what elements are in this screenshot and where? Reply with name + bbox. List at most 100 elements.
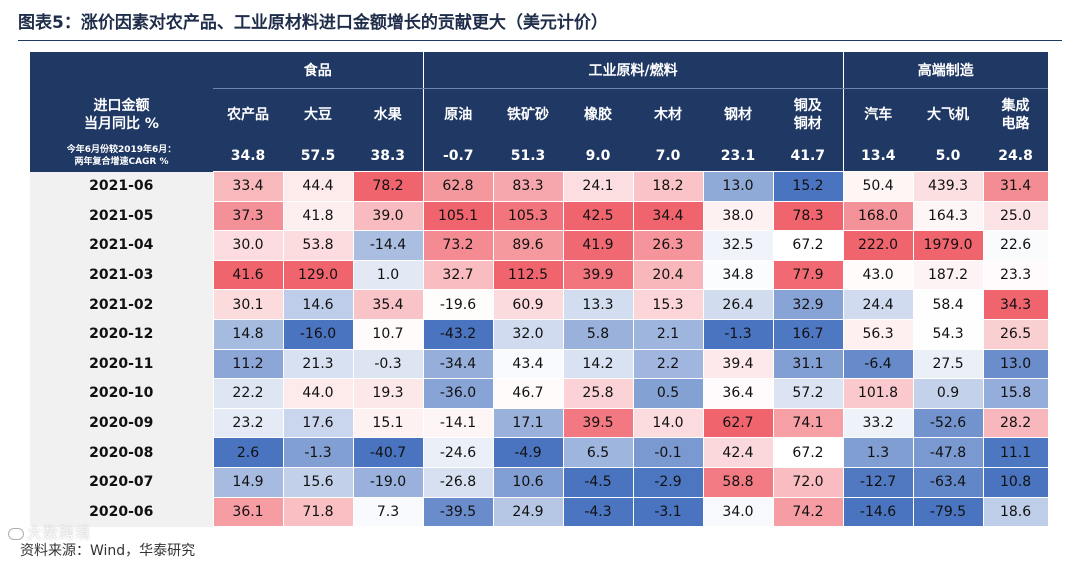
heat-cell: 71.8 bbox=[282, 496, 354, 528]
heat-cell: 73.2 bbox=[422, 230, 494, 261]
watermark-icon bbox=[8, 527, 24, 540]
heat-cell: 105.3 bbox=[492, 200, 564, 232]
heat-cell: 23.3 bbox=[982, 259, 1049, 291]
heat-cell: 44.4 bbox=[282, 171, 354, 202]
heat-cell: 35.4 bbox=[352, 289, 424, 320]
heat-cell: -40.7 bbox=[352, 437, 424, 468]
heat-cell: -26.8 bbox=[422, 466, 494, 498]
heat-cell: 101.8 bbox=[842, 378, 914, 409]
heat-cell: 54.3 bbox=[912, 318, 984, 350]
column-header-line: 铜及 bbox=[793, 98, 822, 114]
heat-cell: 105.1 bbox=[422, 200, 494, 232]
row-date: 2020-12 bbox=[30, 319, 213, 350]
heat-cell: 10.7 bbox=[352, 318, 424, 350]
heat-cell: 46.7 bbox=[492, 378, 564, 409]
heat-cell: 25.0 bbox=[982, 200, 1049, 232]
row-date: 2021-02 bbox=[30, 289, 213, 320]
table-row: 2021-03 41.6 129.0 1.0 32.7 112.5 39.9 20.4 34.8… bbox=[30, 259, 1049, 291]
heat-cell: 32.9 bbox=[772, 289, 844, 320]
heat-cell: 41.8 bbox=[282, 200, 354, 232]
heat-cell: 168.0 bbox=[842, 200, 914, 232]
group-header-row: 食品 工业原料/燃料 高端制造 bbox=[30, 52, 1049, 89]
heat-cell: 31.4 bbox=[982, 171, 1049, 202]
column-header: 钢材 bbox=[703, 88, 773, 141]
cagr-label-line-1: 今年6月份较2019年6月： bbox=[66, 145, 177, 156]
heat-cell: 17.6 bbox=[282, 407, 354, 439]
heat-cell: -4.9 bbox=[492, 437, 564, 468]
heat-cell: 164.3 bbox=[912, 200, 984, 232]
heat-cell: -1.3 bbox=[282, 437, 354, 468]
row-date: 2020-10 bbox=[30, 378, 213, 409]
heat-cell: 22.2 bbox=[212, 378, 284, 409]
heat-cell: 39.5 bbox=[562, 407, 634, 439]
heat-cell: -0.3 bbox=[352, 348, 424, 380]
heat-cell: 72.0 bbox=[772, 466, 844, 498]
column-header: 汽车 bbox=[842, 88, 914, 141]
heat-cell: 41.6 bbox=[212, 259, 284, 291]
heat-cell: 14.9 bbox=[212, 466, 284, 498]
column-header: 铁矿砂 bbox=[493, 88, 563, 141]
heat-cell: 2.6 bbox=[212, 437, 284, 468]
heat-cell: 77.9 bbox=[772, 259, 844, 291]
cagr-label: 今年6月份较2019年6月： 两年复合增速CAGR % bbox=[30, 141, 213, 172]
heat-cell: 13.0 bbox=[702, 171, 774, 202]
heat-cell: 15.6 bbox=[282, 466, 354, 498]
heat-cell: 39.0 bbox=[352, 200, 424, 232]
column-header-line: 大豆 bbox=[304, 107, 332, 123]
cagr-value: 7.0 bbox=[633, 141, 703, 172]
heat-cell: 26.5 bbox=[982, 318, 1049, 350]
row-header-line-2: 当月同比 % bbox=[84, 115, 159, 132]
heat-cell: 53.8 bbox=[282, 230, 354, 261]
heat-cell: 38.0 bbox=[702, 200, 774, 232]
heat-cell: -19.6 bbox=[422, 289, 494, 320]
heat-cell: 28.2 bbox=[982, 407, 1049, 439]
heat-cell: 32.7 bbox=[422, 259, 494, 291]
heat-cell: 187.2 bbox=[912, 259, 984, 291]
table-row: 2020-12 14.8 -16.0 10.7 -43.2 32.0 5.8 2.1 -1.3 1… bbox=[30, 318, 1049, 350]
heat-cell: 39.9 bbox=[562, 259, 634, 291]
heat-cell: 78.3 bbox=[772, 200, 844, 232]
heat-cell: 34.4 bbox=[632, 200, 704, 232]
column-header-line: 钢材 bbox=[724, 107, 752, 123]
row-date: 2020-09 bbox=[30, 408, 213, 438]
heat-cell: -14.1 bbox=[422, 407, 494, 439]
table-row: 2020-06 36.1 71.8 7.3 -39.5 24.9 -4.3 -3.1 34.0 7… bbox=[30, 496, 1049, 528]
table-row: 2021-06 33.4 44.4 78.2 62.8 83.3 24.1 18.2 13.0 1… bbox=[30, 171, 1049, 202]
heat-cell: -1.3 bbox=[702, 318, 774, 350]
heat-cell: 34.0 bbox=[702, 496, 774, 528]
column-header-line: 水果 bbox=[373, 107, 402, 123]
heat-cell: 222.0 bbox=[842, 230, 914, 261]
heat-cell: 15.1 bbox=[352, 407, 424, 439]
heat-cell: -47.8 bbox=[912, 437, 984, 468]
heat-cell: 43.0 bbox=[842, 259, 914, 291]
column-header: 农产品 bbox=[213, 88, 283, 141]
heat-cell: 10.6 bbox=[492, 466, 564, 498]
cagr-value: 34.8 bbox=[213, 141, 283, 172]
column-header: 集成 电路 bbox=[983, 88, 1049, 141]
heat-cell: 1979.0 bbox=[912, 230, 984, 261]
heat-cell: -79.5 bbox=[912, 496, 984, 528]
heat-cell: 13.3 bbox=[562, 289, 634, 320]
heat-cell: 33.2 bbox=[842, 407, 914, 439]
column-header-line: 农产品 bbox=[227, 107, 269, 123]
heat-cell: -24.6 bbox=[422, 437, 494, 468]
heat-cell: 58.8 bbox=[702, 466, 774, 498]
heat-cell: -14.6 bbox=[842, 496, 914, 528]
heat-cell: 42.4 bbox=[702, 437, 774, 468]
column-header-line: 集成 bbox=[1001, 98, 1030, 114]
row-header-label: 进口金额 当月同比 % bbox=[30, 88, 213, 141]
heat-cell: 18.6 bbox=[982, 496, 1049, 528]
heat-cell: 74.1 bbox=[772, 407, 844, 439]
column-header: 原油 bbox=[422, 88, 493, 141]
heat-cell: 67.2 bbox=[772, 230, 844, 261]
heat-cell: 21.3 bbox=[282, 348, 354, 380]
heat-cell: 2.2 bbox=[632, 348, 704, 380]
heat-cell: -3.1 bbox=[632, 496, 704, 528]
heat-cell: 62.8 bbox=[422, 171, 494, 202]
corner-cell bbox=[30, 52, 213, 89]
heat-cell: 26.4 bbox=[702, 289, 774, 320]
heat-cell: 34.8 bbox=[702, 259, 774, 291]
watermark-text: 大数跨境 bbox=[27, 524, 92, 542]
column-header: 大飞机 bbox=[913, 88, 984, 141]
heat-cell: 5.8 bbox=[562, 318, 634, 350]
